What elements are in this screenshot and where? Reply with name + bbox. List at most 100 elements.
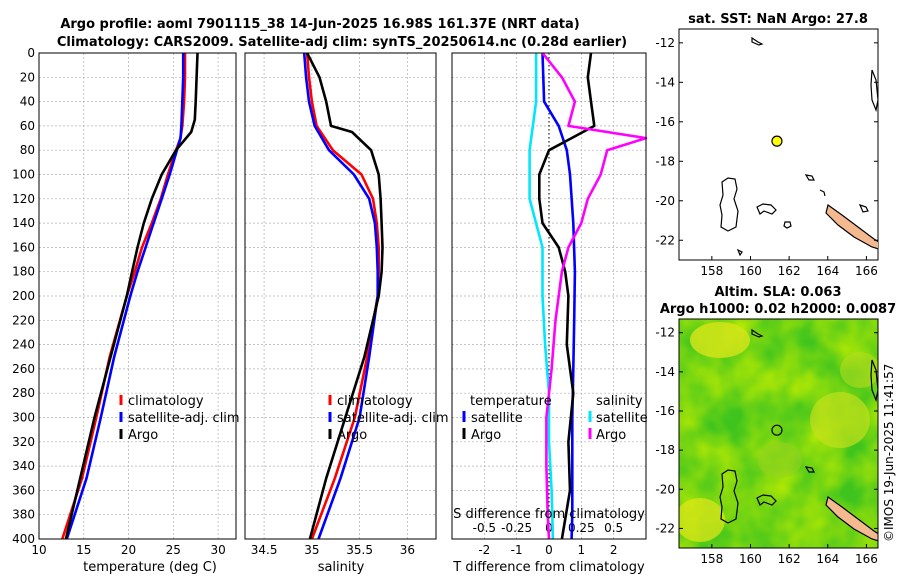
sla-map-title-line1: Altim. SLA: 0.063 (715, 285, 842, 300)
sst-map (678, 28, 879, 261)
y-tick-label: 140 (12, 216, 35, 230)
argo-float-marker (771, 135, 783, 147)
x-tick-label: 20 (121, 543, 136, 557)
map-ticks: 158 160 162 164 166 -12 -14 -16 -18 -20 -22 158 160 1… (655, 36, 878, 566)
plot-frame (38, 52, 237, 540)
argo-float-marker (771, 424, 783, 436)
legend-label: Argo (128, 428, 158, 443)
legend-label: climatology (337, 394, 413, 409)
y-tick-label: 220 (12, 313, 35, 327)
x-tick-label: 0 (545, 543, 553, 557)
y-tick-label: 380 (12, 508, 35, 522)
series-line-temperature-satellite (541, 52, 577, 540)
map-x-tick-label: 162 (778, 552, 801, 566)
map-y-tick-label: -12 (655, 36, 675, 50)
sla-map-title-line2: Argo h1000: 0.02 h2000: 0.0087 (660, 302, 896, 317)
y-tick-label: 360 (12, 483, 35, 497)
secondary-x-tick-label: 0.25 (568, 521, 595, 535)
y-tick-label: 340 (12, 459, 35, 473)
y-tick-label: 320 (12, 435, 35, 449)
map-x-tick-label: 164 (816, 552, 839, 566)
map-y-tick-label: -18 (655, 443, 675, 457)
x-tick-label: 35 (304, 543, 319, 557)
x-tick-label: 30 (210, 543, 225, 557)
y-tick-label: 300 (12, 411, 35, 425)
legend-label: Argo (337, 428, 367, 443)
map-x-tick-label: 162 (778, 264, 801, 278)
map-x-tick-label: 158 (700, 264, 723, 278)
y-tick-label: 280 (12, 386, 35, 400)
y-tick-label: 240 (12, 338, 35, 352)
map-y-tick-label: -12 (655, 326, 675, 340)
y-tick-label: 160 (12, 240, 35, 254)
map-y-tick-label: -20 (655, 482, 675, 496)
y-tick-label: 120 (12, 192, 35, 206)
series-line-satellite-adj-clim (302, 52, 379, 540)
salinity-panel: 34.5 35 35.5 36 climatology satellite-adj. cl… (244, 52, 449, 557)
sst-map-title: sat. SST: NaN Argo: 27.8 (688, 12, 868, 27)
series-line-argo (64, 52, 199, 540)
series-line-salinity-satellite (528, 53, 555, 540)
map-x-tick-label: 160 (739, 264, 762, 278)
map-y-tick-label: -18 (655, 154, 675, 168)
y-tick-label: 80 (20, 143, 35, 157)
y-tick-label: 260 (12, 362, 35, 376)
x-tick-label: 10 (31, 543, 46, 557)
series-line-climatology (305, 52, 380, 540)
x-tick-label: 2 (610, 543, 618, 557)
x-tick-label: 34.5 (251, 543, 278, 557)
plot-frame (244, 52, 437, 540)
legend-title-salinity: salinity (596, 394, 643, 409)
map-x-tick-label: 164 (816, 264, 839, 278)
legend-title-temperature: temperature (470, 394, 552, 409)
map-x-tick-label: 158 (700, 552, 723, 566)
temperature-panel: 0 20 40 60 80 100 120 140 160 180 200 220 240 260 280 3… (12, 46, 240, 557)
x-tick-label: 36 (400, 543, 415, 557)
legend-label: satellite (471, 411, 523, 426)
map-x-tick-label: 166 (855, 552, 878, 566)
sla-map (678, 318, 879, 549)
map-y-tick-label: -14 (655, 75, 675, 89)
x-tick-label: 35.5 (346, 543, 373, 557)
sla-map-frame (678, 318, 879, 549)
legend-label: satellite (596, 411, 648, 426)
map-x-tick-label: 160 (739, 552, 762, 566)
series-line-temperature-argo (538, 52, 596, 540)
map-y-tick-label: -16 (655, 115, 675, 129)
difference-panel: -2 -1 0 1 2-0.5 -0.25 0 0.25 0.5temperaturesatel… (451, 52, 648, 557)
figure-title-line1: Argo profile: aoml 7901115_38 14-Jun-202… (60, 17, 579, 32)
legend-label: satellite-adj. clim (128, 411, 240, 426)
y-tick-label: 180 (12, 265, 35, 279)
x-tick-label: 25 (166, 543, 181, 557)
map-y-tick-label: -22 (655, 233, 675, 247)
sst-map-coastlines (719, 36, 878, 257)
difference-secondary-xlabel: S difference from climatology (453, 507, 645, 522)
figure-title-line2: Climatology: CARS2009. Satellite-adj cli… (57, 35, 627, 50)
new-caledonia-west-coast (719, 177, 739, 232)
y-tick-label: 0 (27, 46, 35, 60)
x-tick-label: 15 (76, 543, 91, 557)
map-y-tick-label: -22 (655, 521, 675, 535)
legend-label: satellite-adj. clim (337, 411, 449, 426)
secondary-x-tick-label: -0.5 (473, 521, 496, 535)
x-tick-label: 1 (578, 543, 586, 557)
series-line-satellite-adj-clim (65, 53, 185, 540)
y-tick-label: 60 (20, 119, 35, 133)
y-tick-label: 40 (20, 95, 35, 109)
series-line-argo (305, 52, 384, 540)
y-tick-label: 200 (12, 289, 35, 303)
legend-label: Argo (596, 428, 626, 443)
secondary-x-tick-label: -0.25 (501, 521, 532, 535)
map-y-tick-label: -14 (655, 365, 675, 379)
map-y-tick-label: -20 (655, 194, 675, 208)
map-x-tick-label: 166 (855, 264, 878, 278)
imos-watermark: ©IMOS 19-Jun-2025 11:41:57 (882, 364, 896, 542)
land-patch (825, 203, 878, 250)
secondary-x-tick-label: 0.5 (604, 521, 623, 535)
legend-label: Argo (471, 428, 501, 443)
y-tick-label: 100 (12, 168, 35, 182)
salinity-xlabel: salinity (318, 560, 365, 575)
x-tick-label: -2 (478, 543, 490, 557)
y-tick-label: 20 (20, 70, 35, 84)
